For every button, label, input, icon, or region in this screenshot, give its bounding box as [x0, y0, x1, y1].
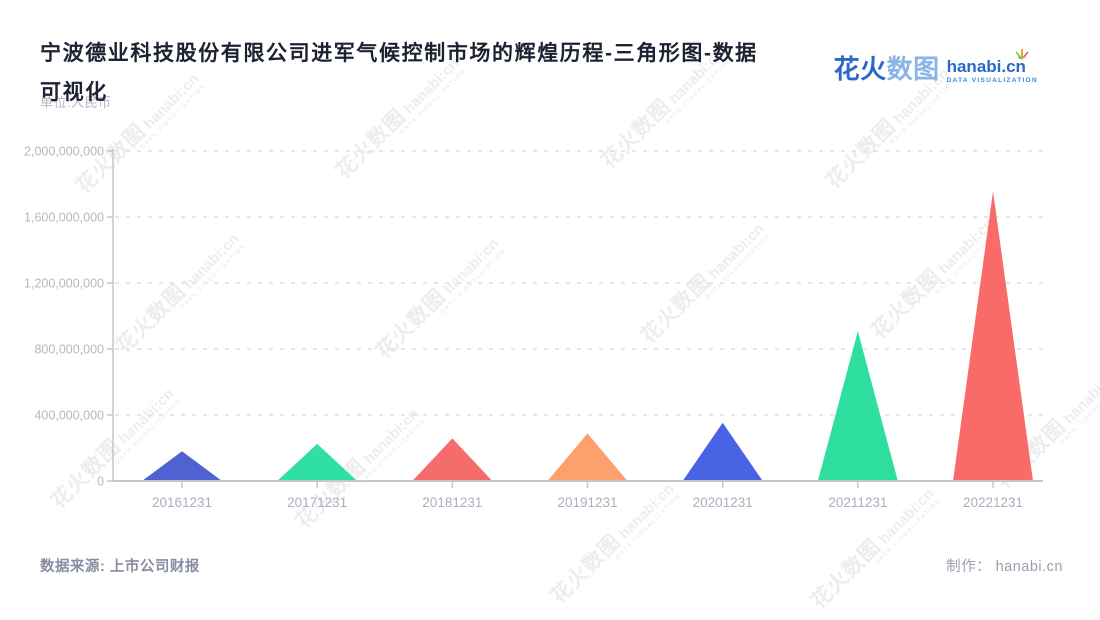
x-tick-label: 20211231 [828, 495, 887, 510]
y-tick-label: 1,200,000,000 [24, 277, 104, 291]
page-title: 宁波德业科技股份有限公司进军气候控制市场的辉煌历程-三角形图-数据 可视化 [40, 34, 880, 112]
spark-icon [1015, 49, 1029, 60]
credit-note: 制作： hanabi.cn [946, 559, 1063, 575]
triangle-20191231[interactable] [547, 433, 628, 481]
y-tick-label: 0 [97, 475, 104, 489]
page-title-line1: 宁波德业科技股份有限公司进军气候控制市场的辉煌历程-三角形图-数据 [40, 42, 758, 65]
unit-label: 单位:人民币 [40, 95, 112, 110]
triangle-20221231[interactable] [953, 191, 1034, 482]
gridlines [115, 150, 1043, 416]
triangle-20171231[interactable] [277, 443, 358, 481]
page-title-line2: 可视化 [40, 81, 108, 104]
y-tick-label: 800,000,000 [34, 343, 104, 357]
axis-labels: 0 400,000,000 800,000,000 1,200,000,000 1,60… [24, 145, 1023, 511]
data-source-note: 数据来源: 上市公司财报 [40, 559, 200, 575]
logo-domain: hanabi.cn [946, 57, 1026, 76]
y-tick-label: 1,600,000,000 [24, 211, 104, 225]
axes [107, 149, 1043, 488]
x-tick-label: 20171231 [287, 495, 347, 510]
triangle-20211231[interactable] [817, 331, 898, 481]
triangle-series [142, 191, 1034, 482]
logo-brand-bold: 花火 [833, 54, 887, 84]
x-tick-label: 20201231 [693, 495, 753, 510]
y-tick-label: 400,000,000 [34, 409, 104, 423]
logo-right-block: hanabi.cn DATA VISUALIZATION [946, 49, 1038, 84]
logo-tagline: DATA VISUALIZATION [946, 77, 1038, 84]
triangle-20201231[interactable] [682, 422, 763, 481]
x-tick-label: 20191231 [557, 495, 617, 510]
logo-brand-light: 数图 [886, 54, 940, 84]
y-tick-label: 2,000,000,000 [24, 145, 104, 159]
x-tick-label: 20221231 [963, 495, 1023, 510]
triangle-20161231[interactable] [142, 451, 222, 481]
triangle-20181231[interactable] [412, 438, 493, 481]
x-tick-label: 20181231 [422, 495, 482, 510]
hanabi-logo: 花火 数图 hanabi.cn DATA VISUALIZATION [833, 49, 1038, 84]
x-tick-label: 20161231 [152, 495, 212, 510]
